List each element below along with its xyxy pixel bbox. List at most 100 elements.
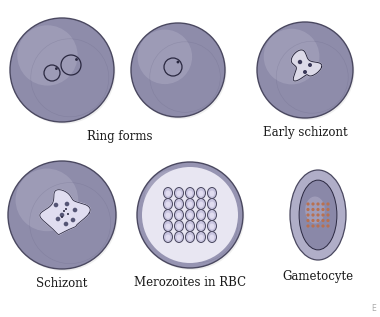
Circle shape <box>65 208 67 210</box>
Circle shape <box>317 208 320 211</box>
Ellipse shape <box>207 198 217 210</box>
Circle shape <box>65 202 69 206</box>
Circle shape <box>17 25 78 86</box>
Ellipse shape <box>185 221 195 231</box>
Ellipse shape <box>187 202 193 208</box>
Ellipse shape <box>209 202 214 208</box>
Circle shape <box>177 61 179 63</box>
Text: Ring forms: Ring forms <box>87 130 153 143</box>
Circle shape <box>144 169 206 231</box>
Ellipse shape <box>209 223 214 230</box>
Ellipse shape <box>176 191 182 197</box>
Ellipse shape <box>198 223 204 230</box>
Ellipse shape <box>185 187 195 198</box>
Ellipse shape <box>198 212 204 218</box>
Ellipse shape <box>174 187 184 198</box>
Ellipse shape <box>196 210 206 221</box>
Text: E: E <box>371 304 376 313</box>
Ellipse shape <box>166 235 171 241</box>
Text: Merozoites in RBC: Merozoites in RBC <box>134 276 246 289</box>
Circle shape <box>326 224 329 228</box>
Circle shape <box>131 23 225 117</box>
Ellipse shape <box>198 191 204 197</box>
Circle shape <box>321 208 325 211</box>
Ellipse shape <box>185 198 195 210</box>
Ellipse shape <box>166 191 171 197</box>
Circle shape <box>306 208 310 211</box>
Ellipse shape <box>187 223 193 230</box>
Circle shape <box>308 63 312 67</box>
Circle shape <box>138 29 192 84</box>
Circle shape <box>64 222 68 226</box>
Circle shape <box>11 20 116 124</box>
Ellipse shape <box>166 223 171 230</box>
Ellipse shape <box>166 202 171 208</box>
Ellipse shape <box>176 223 182 230</box>
Polygon shape <box>40 190 90 235</box>
Circle shape <box>71 218 75 222</box>
Ellipse shape <box>174 221 184 231</box>
Circle shape <box>10 18 114 122</box>
Circle shape <box>60 213 64 217</box>
Ellipse shape <box>196 221 206 231</box>
Circle shape <box>10 163 117 271</box>
Ellipse shape <box>196 198 206 210</box>
Circle shape <box>258 24 355 120</box>
Circle shape <box>63 210 65 212</box>
Ellipse shape <box>176 235 182 241</box>
Circle shape <box>137 162 243 268</box>
Circle shape <box>326 202 329 206</box>
Circle shape <box>317 219 320 222</box>
Ellipse shape <box>207 210 217 221</box>
Circle shape <box>75 58 78 61</box>
Ellipse shape <box>163 187 173 198</box>
Ellipse shape <box>163 210 173 221</box>
Ellipse shape <box>299 180 337 250</box>
Ellipse shape <box>187 191 193 197</box>
Circle shape <box>306 202 310 206</box>
Circle shape <box>257 22 353 118</box>
Circle shape <box>306 224 310 228</box>
Circle shape <box>56 217 60 221</box>
Ellipse shape <box>305 197 325 223</box>
Ellipse shape <box>185 210 195 221</box>
Ellipse shape <box>187 212 193 218</box>
Circle shape <box>67 213 69 215</box>
Ellipse shape <box>198 235 204 241</box>
Circle shape <box>311 202 315 206</box>
Circle shape <box>311 213 315 217</box>
Circle shape <box>306 219 310 222</box>
Circle shape <box>303 70 307 74</box>
Text: Gametocyte: Gametocyte <box>282 270 353 283</box>
Circle shape <box>311 224 315 228</box>
Circle shape <box>55 67 58 70</box>
Circle shape <box>321 213 325 217</box>
Ellipse shape <box>290 170 346 260</box>
Ellipse shape <box>176 202 182 208</box>
Circle shape <box>298 60 302 64</box>
Circle shape <box>311 219 315 222</box>
Ellipse shape <box>163 198 173 210</box>
Circle shape <box>142 167 238 263</box>
Circle shape <box>54 203 58 207</box>
Circle shape <box>311 208 315 211</box>
Ellipse shape <box>174 198 184 210</box>
Circle shape <box>138 164 244 270</box>
Circle shape <box>317 213 320 217</box>
Circle shape <box>8 161 116 269</box>
Circle shape <box>306 213 310 217</box>
Ellipse shape <box>163 231 173 243</box>
Circle shape <box>73 208 77 212</box>
Ellipse shape <box>187 235 193 241</box>
Circle shape <box>61 216 63 218</box>
Ellipse shape <box>163 221 173 231</box>
Circle shape <box>317 202 320 206</box>
Circle shape <box>264 29 320 84</box>
Circle shape <box>326 213 329 217</box>
Circle shape <box>326 208 329 211</box>
Ellipse shape <box>174 231 184 243</box>
Circle shape <box>321 224 325 228</box>
Ellipse shape <box>209 191 214 197</box>
Ellipse shape <box>185 231 195 243</box>
Ellipse shape <box>207 187 217 198</box>
